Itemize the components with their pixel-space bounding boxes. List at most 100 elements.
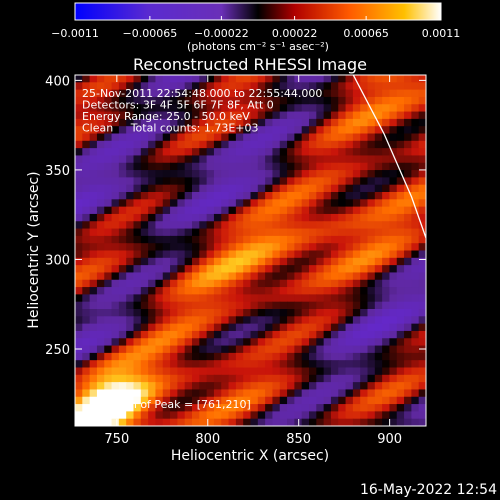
heatmap-pixel [294, 323, 303, 332]
heatmap-pixel [82, 396, 91, 405]
heatmap-pixel [265, 82, 274, 91]
heatmap-pixel [309, 126, 317, 135]
heatmap-pixel [126, 257, 135, 266]
heatmap-pixel [279, 243, 288, 252]
heatmap-pixel [374, 221, 383, 230]
heatmap-pixel [170, 89, 178, 98]
heatmap-pixel [272, 155, 281, 164]
heatmap-pixel [338, 177, 347, 186]
heatmap-pixel [411, 374, 420, 383]
heatmap-pixel [418, 404, 426, 412]
heatmap-pixel [82, 104, 91, 113]
heatmap-pixel [162, 330, 171, 339]
heatmap-pixel [213, 89, 222, 98]
heatmap-pixel [257, 104, 266, 113]
heatmap-pixel [272, 140, 281, 149]
heatmap-pixel [126, 316, 135, 325]
heatmap-pixel [82, 148, 91, 157]
heatmap-pixel [330, 316, 339, 325]
heatmap-pixel [367, 309, 376, 317]
heatmap-pixel [396, 82, 405, 91]
heatmap-pixel [170, 199, 178, 208]
heatmap-pixel [367, 243, 376, 252]
heatmap-pixel [177, 213, 186, 222]
heatmap-pixel [206, 162, 215, 171]
heatmap-pixel [192, 199, 200, 208]
heatmap-pixel [184, 382, 193, 391]
heatmap-pixel [272, 235, 281, 244]
heatmap-pixel [250, 126, 259, 135]
heatmap-pixel [374, 294, 383, 303]
heatmap-pixel [338, 389, 347, 398]
heatmap-pixel [374, 140, 383, 149]
heatmap-pixel [338, 140, 347, 149]
heatmap-pixel [162, 199, 171, 208]
heatmap-pixel [287, 126, 295, 135]
heatmap-pixel [192, 104, 200, 113]
heatmap-pixel [140, 309, 149, 317]
heatmap-pixel [140, 374, 149, 383]
heatmap-pixel [213, 140, 222, 149]
heatmap-pixel [367, 177, 376, 186]
heatmap-pixel [374, 279, 383, 288]
heatmap-pixel [82, 199, 91, 208]
heatmap-pixel [192, 323, 200, 332]
heatmap-pixel [199, 75, 208, 83]
heatmap-pixel [287, 199, 295, 208]
heatmap-pixel [360, 309, 369, 317]
heatmap-pixel [265, 338, 274, 347]
heatmap-pixel [411, 126, 420, 135]
heatmap-pixel [243, 257, 252, 266]
heatmap-pixel [228, 170, 237, 178]
heatmap-pixel [162, 279, 171, 288]
heatmap-pixel [338, 192, 347, 200]
heatmap-pixel [250, 235, 259, 244]
heatmap-pixel [279, 257, 288, 266]
heatmap-pixel [199, 374, 208, 383]
heatmap-pixel [75, 228, 83, 237]
heatmap-pixel [243, 118, 252, 127]
heatmap-pixel [404, 82, 412, 91]
heatmap-pixel [111, 382, 120, 391]
heatmap-pixel [287, 213, 295, 222]
heatmap-pixel [287, 243, 295, 252]
heatmap-pixel [206, 367, 215, 376]
heatmap-pixel [228, 155, 237, 164]
heatmap-pixel [396, 148, 405, 157]
heatmap-pixel [389, 294, 398, 303]
heatmap-pixel [338, 294, 347, 303]
heatmap-pixel [177, 199, 186, 208]
heatmap-pixel [294, 404, 303, 412]
heatmap-pixel [352, 235, 361, 244]
heatmap-pixel [396, 126, 405, 135]
heatmap-pixel [330, 162, 339, 171]
heatmap-pixel [133, 287, 142, 295]
heatmap-pixel [338, 243, 347, 252]
heatmap-pixel [338, 170, 347, 178]
heatmap-pixel [170, 294, 178, 303]
heatmap-pixel [221, 301, 230, 310]
heatmap-pixel [133, 411, 142, 420]
heatmap-pixel [316, 389, 325, 398]
heatmap-pixel [360, 411, 369, 420]
heatmap-pixel [367, 148, 376, 157]
heatmap-pixel [338, 89, 347, 98]
heatmap-pixel [235, 411, 244, 420]
heatmap-pixel [367, 345, 376, 354]
heatmap-pixel [140, 170, 149, 178]
heatmap-pixel [111, 367, 120, 376]
heatmap-pixel [330, 257, 339, 266]
heatmap-pixel [126, 75, 135, 83]
heatmap-pixel [82, 206, 91, 215]
heatmap-pixel [228, 82, 237, 91]
heatmap-pixel [338, 316, 347, 325]
heatmap-pixel [82, 294, 91, 303]
heatmap-pixel [199, 360, 208, 369]
heatmap-pixel [287, 221, 295, 230]
heatmap-pixel [96, 323, 105, 332]
heatmap-pixel [287, 148, 295, 157]
heatmap-pixel [360, 257, 369, 266]
heatmap-pixel [126, 199, 135, 208]
heatmap-pixel [323, 257, 332, 266]
heatmap-pixel [294, 111, 303, 120]
